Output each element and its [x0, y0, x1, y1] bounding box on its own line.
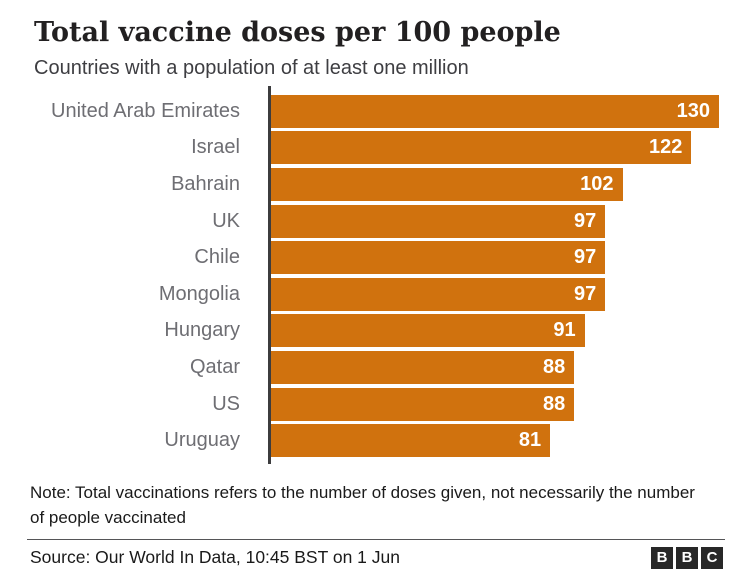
source-text: Source: Our World In Data, 10:45 BST on … — [30, 547, 400, 568]
chart-note: Note: Total vaccinations refers to the n… — [30, 482, 695, 527]
footer: Source: Our World In Data, 10:45 BST on … — [30, 546, 723, 569]
bar-value: 81 — [518, 429, 542, 452]
bar-value: 122 — [649, 136, 683, 159]
bar-label: Mongolia — [158, 282, 240, 305]
bar-track: 122 — [271, 131, 719, 165]
bar-track: 97 — [271, 204, 719, 238]
bar: 102 — [271, 167, 623, 201]
bar-value: 97 — [574, 246, 597, 269]
bar-value: 88 — [543, 392, 566, 415]
chart-rows: United Arab Emirates 130 Israel 122 Bahr… — [0, 93, 752, 459]
bbc-logo: B B C — [651, 546, 723, 569]
bar: 97 — [271, 241, 606, 275]
chart-row: Uruguay 81 — [0, 422, 752, 459]
bar-track: 91 — [271, 314, 719, 348]
bar-label: Uruguay — [164, 429, 240, 452]
bar: 81 — [271, 424, 551, 458]
footer-divider — [27, 538, 725, 540]
bar: 122 — [271, 131, 692, 165]
bar: 97 — [271, 204, 606, 238]
chart-row: Chile 97 — [0, 239, 752, 276]
bar-value: 97 — [574, 282, 597, 305]
bar-track: 88 — [271, 350, 719, 384]
bar-label: Qatar — [189, 355, 240, 378]
bar-label: UK — [212, 209, 240, 232]
bar: 91 — [271, 314, 585, 348]
bar-label: US — [212, 392, 240, 415]
chart-row: Mongolia 97 — [0, 276, 752, 313]
chart-row: Israel 122 — [0, 130, 752, 167]
bar-track: 102 — [271, 167, 719, 201]
bar-value: 130 — [676, 99, 710, 122]
chart-subtitle: Countries with a population of at least … — [34, 57, 469, 79]
bar-value: 102 — [580, 172, 614, 195]
bbc-logo-block-c: C — [701, 546, 723, 569]
bar-track: 130 — [271, 94, 719, 128]
y-axis-line — [268, 86, 271, 464]
bar: 130 — [271, 94, 719, 128]
bar-track: 81 — [271, 424, 719, 458]
chart-title: Total vaccine doses per 100 people — [34, 17, 561, 48]
bar-track: 97 — [271, 277, 719, 311]
bar-chart: United Arab Emirates 130 Israel 122 Bahr… — [0, 86, 752, 464]
chart-row: United Arab Emirates 130 — [0, 93, 752, 130]
bbc-logo-block-b1: B — [651, 546, 673, 569]
chart-row: UK 97 — [0, 203, 752, 240]
chart-row: Hungary 91 — [0, 313, 752, 350]
bar: 88 — [271, 387, 575, 421]
bar-value: 97 — [574, 209, 597, 232]
bar-value: 88 — [543, 355, 566, 378]
chart-row: Qatar 88 — [0, 349, 752, 386]
chart-row: Bahrain 102 — [0, 166, 752, 203]
bar: 97 — [271, 277, 606, 311]
bar-label: Israel — [191, 136, 240, 159]
bar-track: 97 — [271, 241, 719, 275]
bar-label: Bahrain — [171, 172, 240, 195]
bar-label: Hungary — [164, 319, 240, 342]
bar-value: 91 — [553, 319, 576, 342]
bar-track: 88 — [271, 387, 719, 421]
bar-label: Chile — [194, 246, 240, 269]
bar-label: United Arab Emirates — [51, 99, 240, 122]
chart-row: US 88 — [0, 386, 752, 423]
bar: 88 — [271, 350, 575, 384]
bbc-logo-block-b2: B — [676, 546, 698, 569]
